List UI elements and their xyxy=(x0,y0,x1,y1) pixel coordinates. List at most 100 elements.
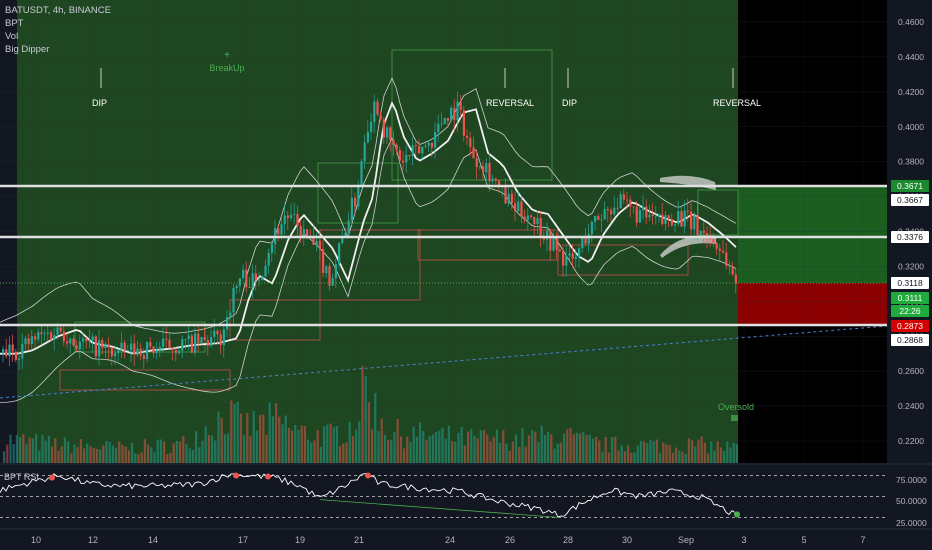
volume-bar xyxy=(684,453,687,463)
candle-body xyxy=(171,348,174,351)
volume-bar xyxy=(499,442,502,463)
trend-line[interactable] xyxy=(0,325,888,399)
volume-bar xyxy=(585,434,588,463)
volume-bar xyxy=(550,434,553,463)
candle-body xyxy=(312,236,315,245)
range-box xyxy=(59,369,231,391)
indicator-vol[interactable]: Vol xyxy=(5,31,19,42)
volume-bar xyxy=(265,434,268,463)
candle-body xyxy=(14,351,17,360)
candle-body xyxy=(690,211,693,230)
volume-bar xyxy=(723,450,726,463)
candle-body xyxy=(152,346,155,354)
price-tag-upper-target: 0.3671 xyxy=(891,180,929,192)
volume-bar xyxy=(70,453,73,463)
candle-body xyxy=(53,335,56,340)
candle-body xyxy=(530,215,533,218)
candle-body xyxy=(40,332,43,334)
volume-bar xyxy=(495,429,498,463)
candle-body xyxy=(139,348,142,356)
time-axis-label: Sep xyxy=(678,535,694,545)
volume-bar xyxy=(476,438,479,463)
volume-bar xyxy=(303,425,306,463)
candle-body xyxy=(498,180,501,186)
volume-bar xyxy=(214,440,217,463)
volume-bar xyxy=(204,426,207,463)
candle-body xyxy=(715,242,718,249)
rsi-axis-50: 50.0000 xyxy=(896,496,927,506)
oversold-label: Oversold xyxy=(718,402,754,412)
candle-body xyxy=(619,194,622,209)
volume-bar xyxy=(47,435,50,463)
volume-bar xyxy=(294,424,297,463)
candle-body xyxy=(363,142,366,162)
volume-bar xyxy=(540,425,543,463)
time-axis-label: 10 xyxy=(31,535,41,545)
candle-body xyxy=(526,215,529,221)
price-axis-label: 0.3200 xyxy=(898,261,924,271)
volume-bar xyxy=(297,429,300,463)
volume-bar xyxy=(35,433,38,463)
volume-bar xyxy=(188,448,191,463)
candle-body xyxy=(536,218,539,224)
volume-bar xyxy=(387,439,390,463)
candle-body xyxy=(187,335,190,339)
candle-body xyxy=(421,146,424,154)
range-box xyxy=(391,49,553,181)
volume-bar xyxy=(361,365,364,463)
volume-bar xyxy=(22,434,25,463)
candle-body xyxy=(30,336,33,345)
candle-body xyxy=(277,228,280,235)
volume-bar xyxy=(28,437,31,463)
indicator-big-dipper[interactable]: Big Dipper xyxy=(5,44,50,55)
volume-bar xyxy=(700,436,703,463)
volume-bar xyxy=(620,445,623,463)
indicator-bpt[interactable]: BPT xyxy=(5,18,24,29)
time-axis-label: 7 xyxy=(860,535,865,545)
volume-bar xyxy=(406,436,409,463)
candle-body xyxy=(418,146,421,154)
price-axis-label: 0.4400 xyxy=(898,52,924,62)
volume-bar xyxy=(537,441,540,463)
volume-bar xyxy=(67,441,70,463)
candle-body xyxy=(584,238,587,244)
volume-bar xyxy=(457,432,460,463)
symbol-title[interactable]: BATUSDT, 4h, BINANCE xyxy=(5,5,111,16)
volume-bar xyxy=(489,441,492,463)
volume-bar xyxy=(99,449,102,463)
candle-body xyxy=(264,265,267,277)
volume-bar xyxy=(479,430,482,463)
volume-bar xyxy=(255,430,258,463)
candle-body xyxy=(286,215,289,219)
candle-body xyxy=(158,346,161,350)
volume-bar xyxy=(252,410,255,463)
volume-bar xyxy=(617,450,620,463)
volume-bar xyxy=(579,433,582,463)
candle-body xyxy=(386,127,389,138)
candle-body xyxy=(178,350,181,354)
volume-bar xyxy=(358,421,361,463)
volume-bar xyxy=(179,441,182,463)
candle-body xyxy=(91,336,94,341)
candle-body xyxy=(123,342,126,351)
candle-body xyxy=(226,317,229,330)
volume-bar xyxy=(262,414,265,463)
volume-bar xyxy=(73,444,76,463)
candle-body xyxy=(437,123,440,132)
volume-bar xyxy=(342,443,345,463)
candle-body xyxy=(235,285,238,288)
candle-body xyxy=(306,229,309,237)
volume-bar xyxy=(732,442,735,463)
candle-body xyxy=(104,344,107,348)
volume-bar xyxy=(150,447,153,463)
time-axis[interactable]: 10 12 14 17 19 21 24 26 28 30 Sep 3 5 7 xyxy=(31,535,866,545)
volume-bar xyxy=(38,450,41,463)
cloud-lower xyxy=(660,235,716,258)
candle-body xyxy=(667,215,670,220)
volume-bar xyxy=(659,452,662,463)
rsi-axis-75: 75.0000 xyxy=(896,475,927,485)
lower-band xyxy=(0,137,737,403)
candle-body xyxy=(574,256,577,259)
volume-bar xyxy=(380,418,383,463)
